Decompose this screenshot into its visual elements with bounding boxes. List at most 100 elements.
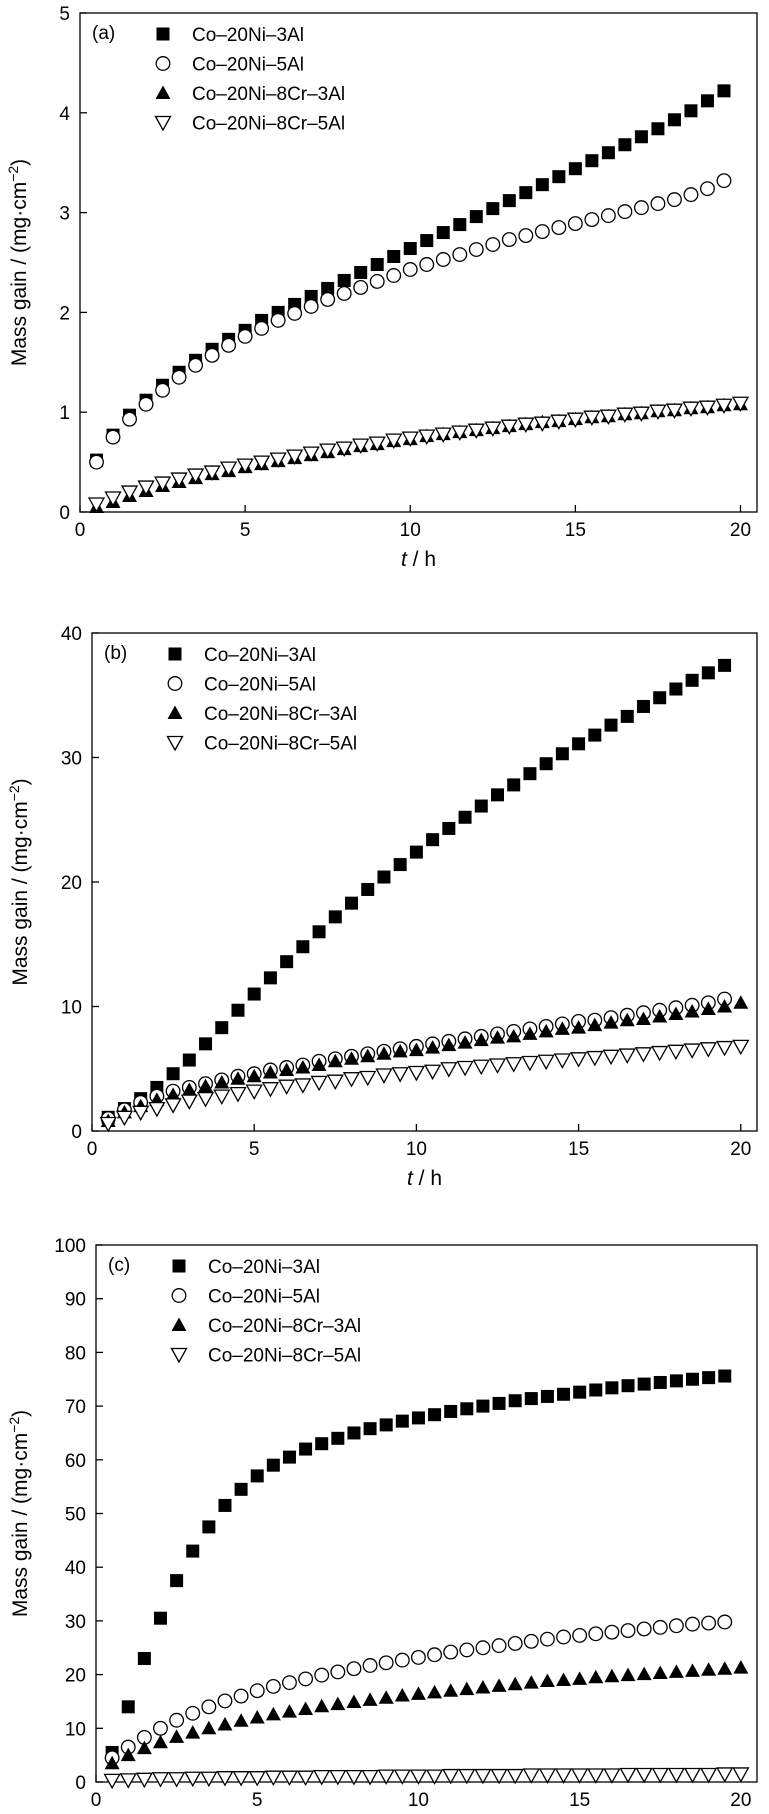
data-point [280, 955, 294, 969]
data-point [138, 396, 154, 412]
data-point [636, 1666, 652, 1681]
data-point [732, 1767, 750, 1783]
data-point [265, 1706, 281, 1721]
data-point [393, 1769, 411, 1785]
y-tick-label: 40 [61, 624, 82, 645]
series-co-20ni-3al [105, 1369, 732, 1759]
data-point [315, 1437, 329, 1451]
legend-marker [154, 115, 172, 132]
data-point [550, 414, 568, 431]
data-point [426, 833, 440, 847]
data-point [165, 1087, 181, 1101]
data-point [552, 170, 566, 184]
data-point [377, 870, 391, 884]
data-point [311, 1057, 327, 1072]
legend-marker [172, 1259, 186, 1273]
data-point [518, 228, 534, 244]
data-point [180, 1094, 198, 1110]
data-point [198, 1078, 214, 1093]
data-point [604, 718, 618, 732]
data-point [329, 1769, 347, 1786]
data-point [551, 220, 567, 236]
data-point [666, 192, 682, 208]
data-point [718, 1369, 732, 1383]
data-point [683, 187, 699, 203]
y-tick-label: 100 [54, 1236, 86, 1257]
data-point [585, 154, 599, 168]
series-co-20ni-3al [101, 658, 732, 1124]
data-point [684, 1003, 700, 1018]
data-point [229, 1087, 247, 1103]
y-axis-label: Mass gain / (mg·cm−2) [6, 1410, 32, 1617]
data-point [589, 1383, 603, 1397]
x-tick-label: 15 [565, 520, 586, 541]
data-point [636, 1621, 652, 1637]
data-point [519, 186, 533, 200]
series-co-20ni-8cr-5al [103, 1767, 750, 1790]
data-point [524, 1392, 538, 1406]
data-point [573, 1385, 587, 1399]
data-point [261, 1082, 280, 1098]
data-point [296, 940, 310, 954]
data-point [700, 1001, 716, 1015]
data-point [298, 1701, 314, 1715]
legend-label: Co–20Ni–3Al [192, 25, 304, 46]
data-point [249, 1710, 265, 1724]
panel-label: (b) [104, 643, 127, 664]
data-point [537, 1054, 555, 1071]
data-point [385, 433, 403, 449]
data-point [506, 1028, 522, 1043]
data-point [460, 1402, 474, 1416]
data-point [583, 410, 601, 427]
legend-label: Co–20Ni–8Cr–5Al [204, 734, 357, 755]
legend-marker [170, 1347, 188, 1364]
data-point [457, 1035, 473, 1049]
data-point [459, 1642, 475, 1658]
data-point [362, 1692, 378, 1706]
y-tick-label: 5 [59, 4, 70, 25]
data-point [669, 1374, 683, 1388]
data-point [635, 1011, 651, 1025]
data-point [153, 476, 172, 492]
data-point [435, 252, 451, 267]
x-tick-label: 0 [91, 1790, 102, 1811]
x-tick-label: 20 [730, 520, 751, 541]
x-tick-label: 20 [730, 1790, 751, 1811]
data-point [667, 1044, 685, 1061]
y-tick-label: 0 [75, 1773, 86, 1794]
data-point [436, 226, 450, 240]
data-point [135, 1772, 153, 1789]
legend-marker [171, 1317, 187, 1331]
legend-co-20ni-3al: Co–20Ni–3Al [156, 25, 304, 46]
data-point [326, 1074, 344, 1091]
data-point [569, 1052, 588, 1068]
x-axis-label-unit: / h [413, 1167, 442, 1190]
data-point [166, 1067, 180, 1081]
data-point [169, 1729, 185, 1743]
data-point [488, 1058, 507, 1074]
data-point [424, 1064, 442, 1081]
data-point [360, 1048, 376, 1063]
data-point [556, 1672, 572, 1686]
series-co-20ni-8cr-5al [87, 396, 750, 513]
data-point [652, 1008, 668, 1023]
data-point [682, 401, 700, 418]
data-point [506, 1768, 524, 1785]
panel-c: 051015200102030405060708090100t / hMass … [6, 1236, 758, 1811]
data-point [492, 1396, 506, 1410]
data-point [557, 1387, 571, 1401]
data-point [220, 461, 238, 477]
data-point [89, 454, 104, 470]
data-point [201, 1699, 217, 1715]
data-point [523, 767, 537, 781]
data-point [121, 1700, 135, 1714]
data-point [653, 1375, 667, 1389]
data-point [491, 1678, 507, 1692]
data-point [310, 1075, 328, 1092]
series-co-20ni-8cr-3al [100, 995, 749, 1128]
legend-label: Co–20Ni–8Cr–3Al [204, 704, 357, 725]
data-point [370, 257, 384, 271]
data-point [375, 1068, 393, 1084]
data-point [199, 1037, 213, 1051]
data-point [539, 757, 553, 771]
